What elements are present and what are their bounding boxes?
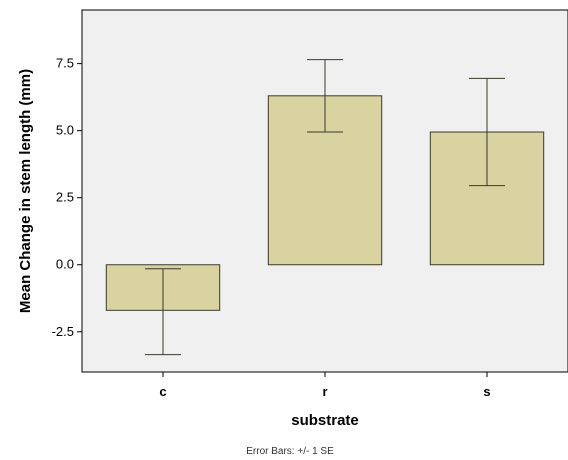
error-bars-footnote: Error Bars: +/- 1 SE xyxy=(246,446,334,457)
y-tick-label: 2.5 xyxy=(56,190,74,205)
y-axis-title: Mean Change in stem length (mm) xyxy=(17,69,34,313)
y-tick-label: -2.5 xyxy=(52,324,74,339)
y-tick-label: 7.5 xyxy=(56,56,74,71)
x-tick-label-r: r xyxy=(322,384,327,399)
x-axis-title: substrate xyxy=(291,412,359,429)
y-tick-label: 5.0 xyxy=(56,123,74,138)
x-tick-label-c: c xyxy=(159,384,166,399)
x-tick-label-s: s xyxy=(483,384,490,399)
y-tick-label: 0.0 xyxy=(56,257,74,272)
y-axis-ticks: -2.5 0.0 2.5 5.0 7.5 xyxy=(52,56,82,339)
error-bars xyxy=(145,59,505,356)
